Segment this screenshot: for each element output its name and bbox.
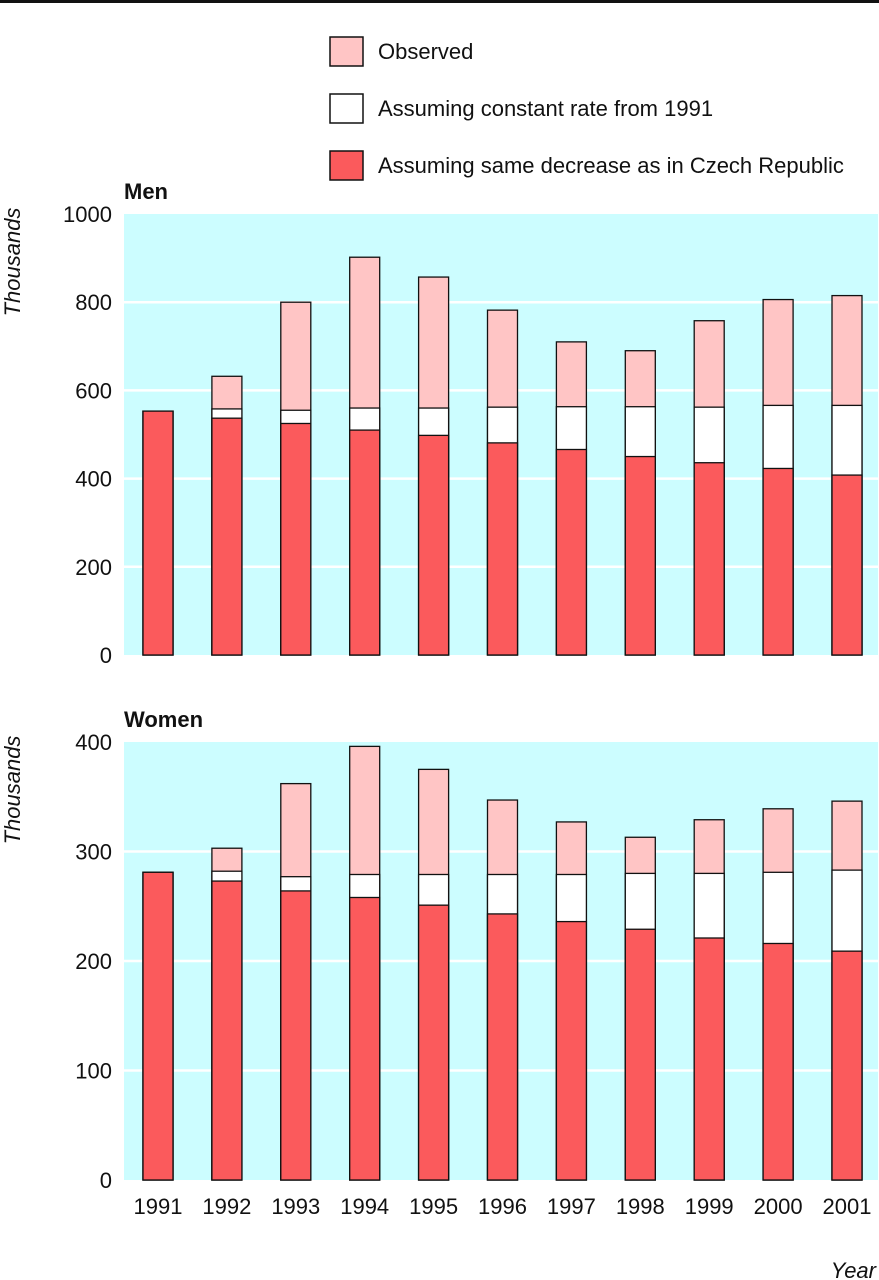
men-bar-czech-decrease-1991 [142,410,174,656]
men-bar-czech-decrease-1999 [693,462,725,656]
men-bar-czech-decrease-1993 [280,422,312,656]
women-y-tick-label-200: 200 [75,949,112,974]
legend-label-constant-rate: Assuming constant rate from 1991 [378,96,713,121]
men-y-tick-label-600: 600 [75,378,112,403]
men-y-tick-label-200: 200 [75,555,112,580]
women-y-axis-label: Thousands [0,736,25,845]
women-bar-czech-decrease-1993 [280,890,312,1181]
women-y-tick-label-400: 400 [75,730,112,755]
legend-swatch-observed [329,36,364,67]
legend-item-constant-rate: Assuming constant rate from 1991 [329,93,713,124]
men-panel-title: Men [124,179,168,204]
legend: Observed Assuming constant rate from 199… [329,36,844,181]
women-y-ticks: 0 100 200 300 400 [75,730,112,1193]
women-bar-czech-decrease-1997 [555,920,588,1181]
legend-swatch-constant-rate [329,93,364,124]
x-axis-label: Year [831,1258,878,1280]
women-y-tick-label-300: 300 [75,840,112,865]
women-x-tick-label-2001: 2001 [823,1194,872,1219]
men-panel: Men Thousands 0 200 400 600 800 1000 [0,179,878,668]
women-bar-czech-decrease-2000 [762,942,794,1181]
women-bars [142,745,863,1181]
women-panel-title: Women [124,707,203,732]
legend-label-observed: Observed [378,39,473,64]
women-x-tick-label-1992: 1992 [202,1194,251,1219]
women-y-tick-label-0: 0 [100,1168,112,1193]
men-bar-czech-decrease-1995 [417,434,450,656]
men-bar-czech-decrease-1998 [624,455,656,656]
legend-label-czech-decrease: Assuming same decrease as in Czech Repub… [378,153,844,178]
women-y-tick-label-100: 100 [75,1059,112,1084]
women-x-ticks: 1991 1992 1993 1994 1995 1996 1997 1998 1999 2000… [134,1194,872,1219]
men-bar-czech-decrease-2000 [762,467,794,656]
top-rule [0,0,879,3]
women-bar-czech-decrease-1994 [349,896,381,1181]
men-y-axis-label: Thousands [0,208,25,317]
legend-item-observed: Observed [329,36,473,67]
women-x-tick-label-1995: 1995 [409,1194,458,1219]
women-x-tick-label-2000: 2000 [754,1194,803,1219]
men-bar-czech-decrease-1996 [486,442,519,656]
men-y-tick-label-400: 400 [75,467,112,492]
women-bar-czech-decrease-1999 [693,937,725,1181]
men-y-tick-label-800: 800 [75,290,112,315]
women-bar-czech-decrease-1996 [486,913,519,1181]
women-x-tick-label-1994: 1994 [340,1194,389,1219]
women-x-tick-label-1997: 1997 [547,1194,596,1219]
men-bar-czech-decrease-1994 [349,429,381,656]
women-x-tick-label-1991: 1991 [134,1194,183,1219]
men-y-ticks: 0 200 400 600 800 1000 [63,202,112,668]
women-bar-czech-decrease-1998 [624,928,656,1181]
men-y-tick-label-1000: 1000 [63,202,112,227]
legend-swatch-czech-decrease [329,150,364,181]
men-bar-czech-decrease-1997 [555,448,588,656]
women-x-tick-label-1998: 1998 [616,1194,665,1219]
legend-item-czech-decrease: Assuming same decrease as in Czech Repub… [329,150,844,181]
men-bar-czech-decrease-1992 [211,417,243,656]
women-bar-czech-decrease-1991 [142,871,174,1181]
women-bar-czech-decrease-1995 [417,904,450,1181]
women-x-tick-label-1996: 1996 [478,1194,527,1219]
women-bar-czech-decrease-2001 [831,950,863,1181]
women-bar-czech-decrease-1992 [211,880,243,1181]
men-bars [142,256,863,656]
women-x-tick-label-1993: 1993 [271,1194,320,1219]
women-x-tick-label-1999: 1999 [685,1194,734,1219]
men-y-tick-label-0: 0 [100,643,112,668]
men-bar-czech-decrease-2001 [831,474,863,656]
